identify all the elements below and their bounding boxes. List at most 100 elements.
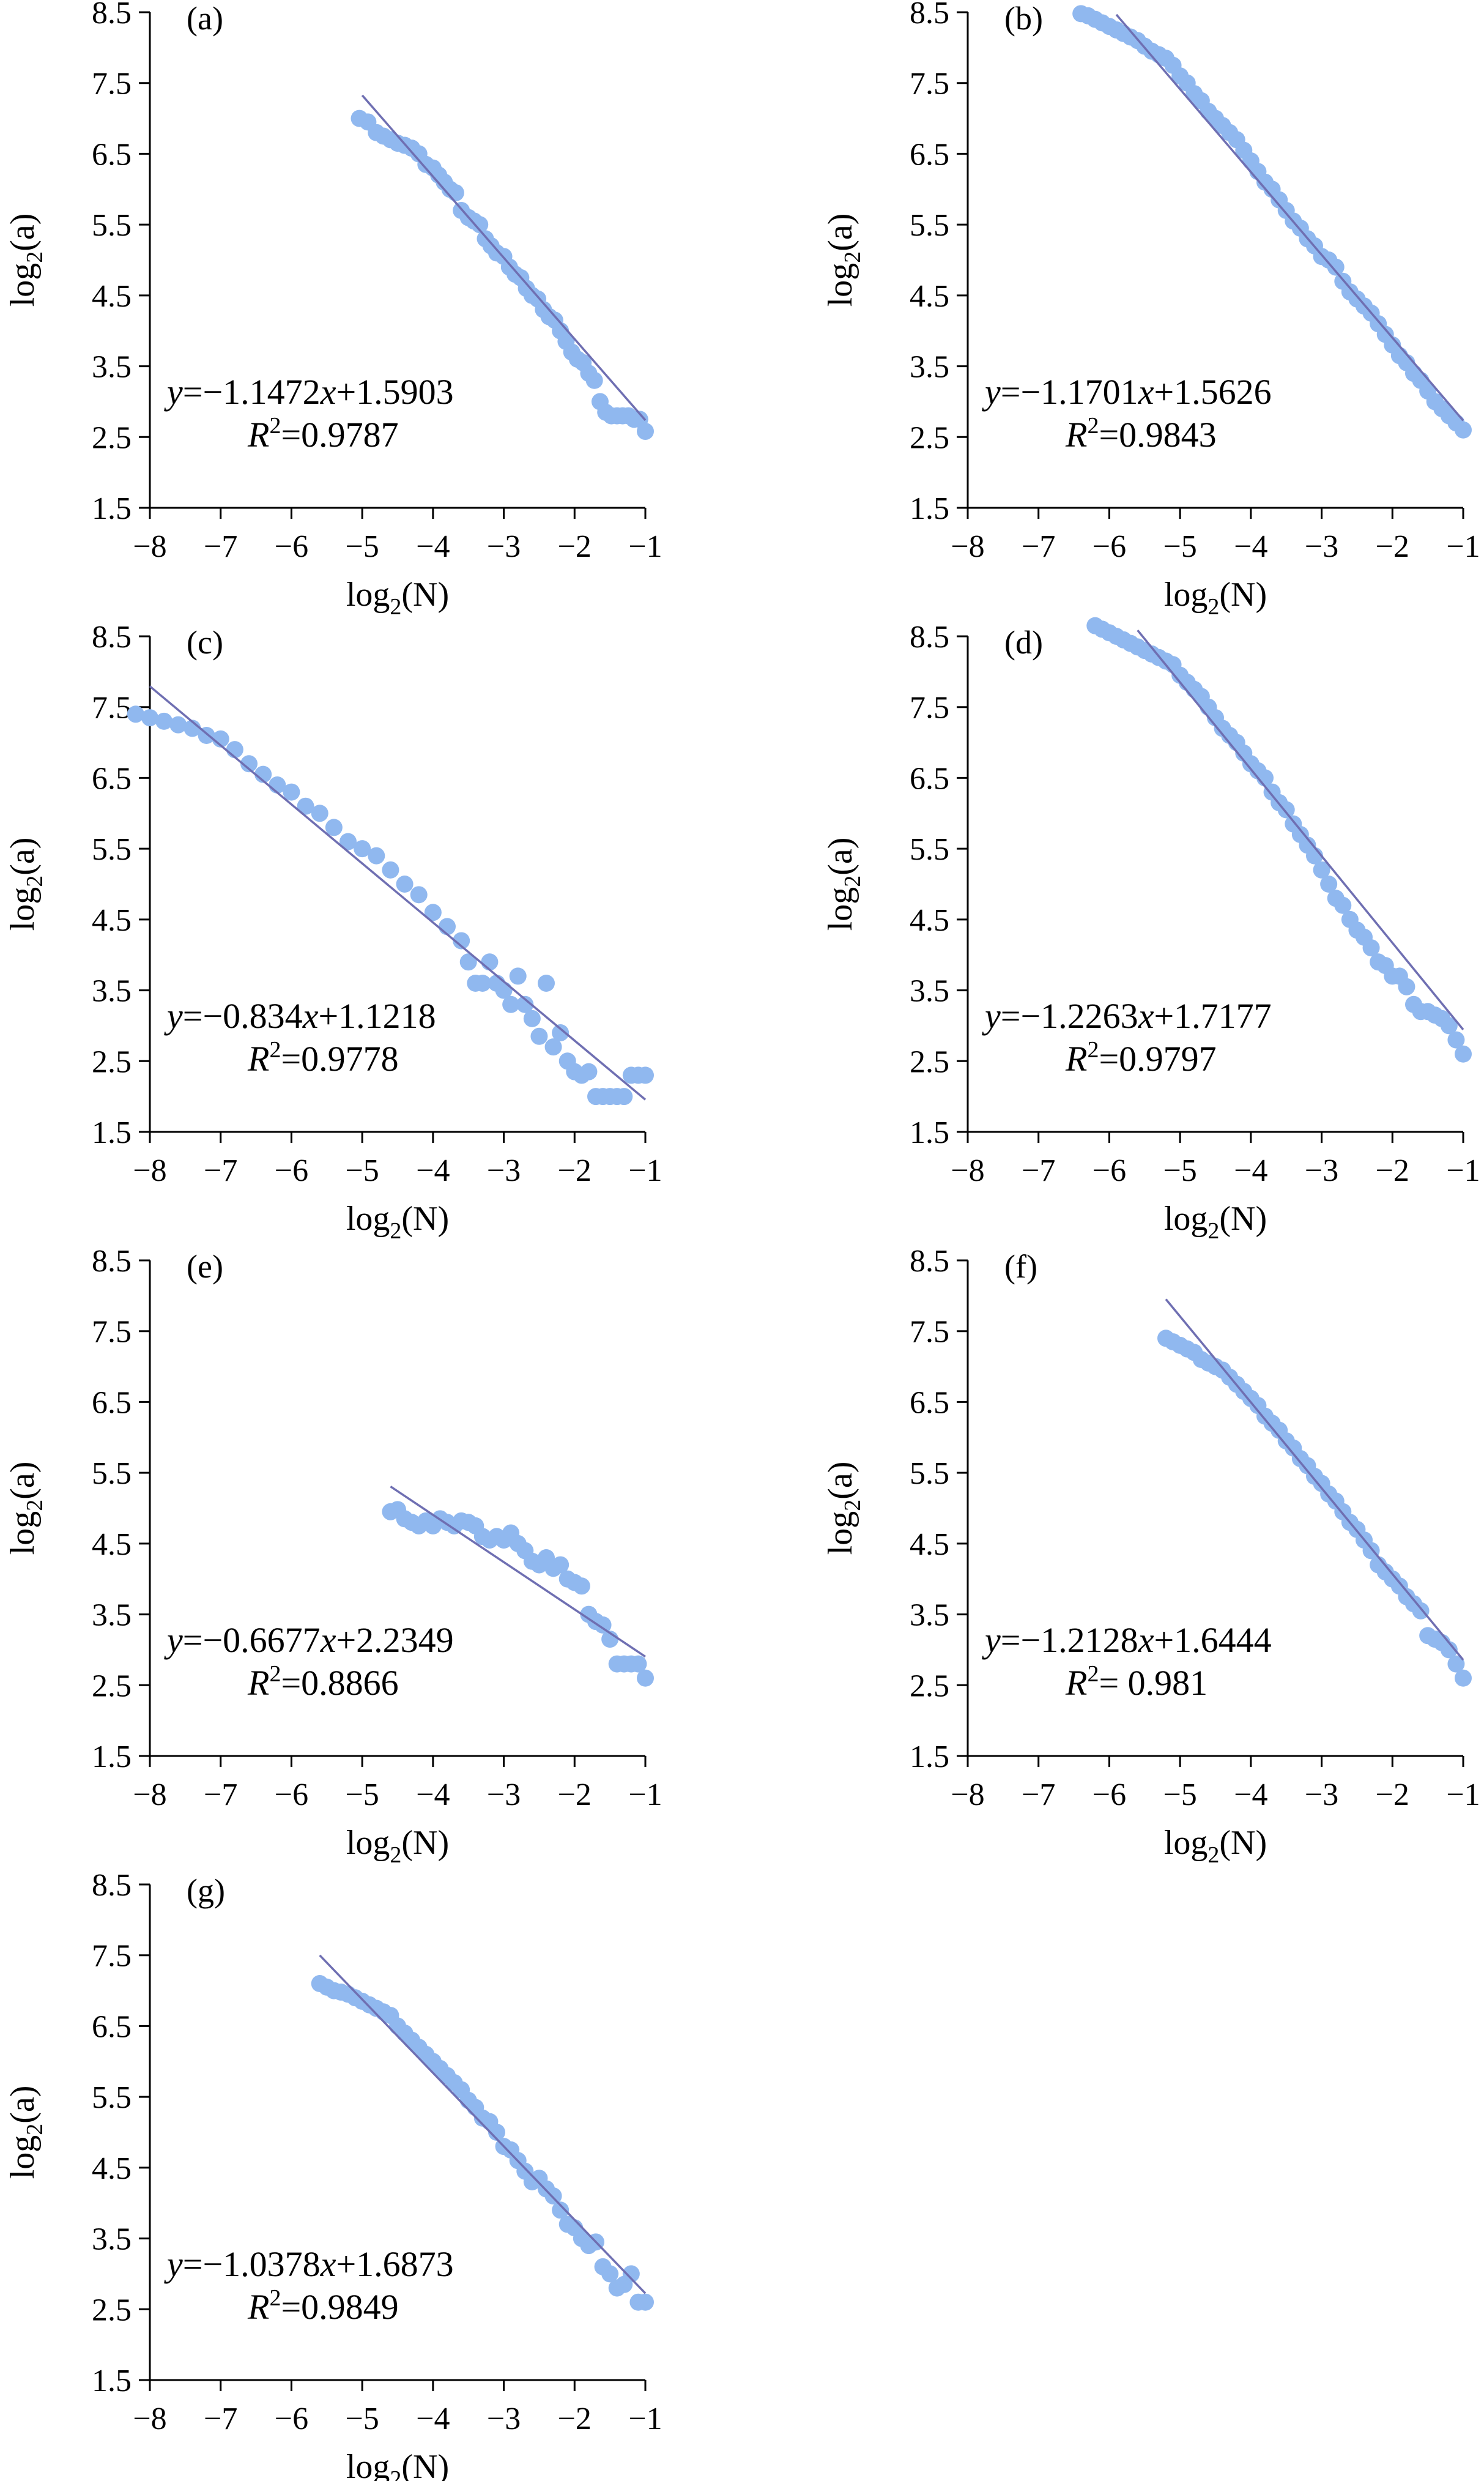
data-point <box>410 886 428 904</box>
x-axis-title: log2(N) <box>1164 576 1267 620</box>
y-tick-label: 8.5 <box>92 0 132 31</box>
regression-equation: y=−0.6677x+2.2349 <box>164 1620 454 1660</box>
x-tick-label: −6 <box>275 1777 308 1812</box>
data-point <box>1440 1641 1458 1659</box>
x-tick-label: −2 <box>558 1153 592 1188</box>
regression-equation: y=−0.834x+1.1218 <box>164 996 436 1036</box>
x-tick-label: −4 <box>1234 529 1267 564</box>
x-tick-label: −8 <box>133 529 166 564</box>
y-tick-label: 4.5 <box>92 2151 132 2186</box>
y-tick-label: 1.5 <box>92 1739 132 1774</box>
y-tick-label: 2.5 <box>92 1044 132 1079</box>
y-tick-label: 4.5 <box>92 1527 132 1562</box>
data-point <box>1455 1045 1472 1063</box>
trendline <box>1165 1298 1464 1661</box>
y-tick-label: 6.5 <box>92 1385 132 1420</box>
x-tick-label: −8 <box>133 1777 166 1812</box>
x-tick-label: −8 <box>951 1777 984 1812</box>
x-tick-label: −6 <box>275 2401 308 2436</box>
data-point <box>622 2265 640 2283</box>
data-point <box>1455 421 1472 439</box>
data-point <box>453 932 470 950</box>
trendline <box>319 1954 647 2294</box>
chart-panel-f: 1.5 2.5 3.5 4.5 5.5 6.5 7.5 8.5 −8 −7 −6 −5 −4 −3 −2 −1… <box>822 1244 1480 1868</box>
data-point <box>127 705 144 723</box>
data-point <box>283 783 300 801</box>
chart-panel-c: 1.5 2.5 3.5 4.5 5.5 6.5 7.5 8.5 −8 −7 −6 −5 −4 −3 −2 −1… <box>4 620 662 1244</box>
trendline <box>390 1486 646 1658</box>
data-point <box>629 1655 647 1673</box>
x-tick-label: −6 <box>1093 1153 1126 1188</box>
y-tick-label: 2.5 <box>910 1044 949 1079</box>
y-tick-label: 1.5 <box>92 1115 132 1150</box>
x-tick-label: −2 <box>1376 1777 1409 1812</box>
data-point <box>1277 801 1295 819</box>
x-tick-label: −1 <box>628 2401 662 2436</box>
y-tick-label: 6.5 <box>92 2009 132 2044</box>
data-point <box>459 953 477 971</box>
x-tick-label: −7 <box>1022 1153 1055 1188</box>
data-point <box>544 2187 562 2205</box>
data-point <box>447 184 464 202</box>
x-tick-label: −8 <box>951 529 984 564</box>
x-tick-label: −4 <box>416 1777 450 1812</box>
r-squared: R2=0.9849 <box>247 2285 399 2327</box>
y-tick-label: 8.5 <box>92 1244 132 1279</box>
data-point <box>573 1577 590 1595</box>
data-point <box>488 2124 505 2141</box>
x-tick-label: −8 <box>133 1153 166 1188</box>
y-tick-label: 3.5 <box>92 2222 132 2257</box>
data-point <box>585 371 603 389</box>
x-tick-label: −4 <box>416 2401 450 2436</box>
y-tick-label: 5.5 <box>910 832 949 867</box>
data-point <box>1447 1655 1465 1673</box>
r-squared: R2=0.9778 <box>247 1037 399 1079</box>
y-tick-label: 4.5 <box>910 903 949 938</box>
y-tick-label: 5.5 <box>92 832 132 867</box>
data-point <box>155 712 173 730</box>
data-point <box>523 1010 541 1027</box>
y-tick-label: 6.5 <box>910 137 949 172</box>
x-tick-label: −3 <box>487 2401 521 2436</box>
trendline <box>1137 630 1464 1031</box>
x-tick-label: −1 <box>628 1153 662 1188</box>
data-point <box>552 2201 569 2219</box>
data-point <box>637 2293 654 2311</box>
r-squared: R2= 0.981 <box>1065 1661 1208 1703</box>
y-tick-label: 7.5 <box>92 1315 132 1350</box>
x-tick-label: −3 <box>487 1777 521 1812</box>
y-axis-title: log2(a) <box>822 214 866 307</box>
y-tick-label: 2.5 <box>92 2293 132 2327</box>
y-axis-title: log2(a) <box>822 838 866 931</box>
data-point <box>594 1616 612 1634</box>
x-tick-label: −2 <box>558 529 592 564</box>
y-tick-label: 5.5 <box>910 208 949 243</box>
y-tick-label: 8.5 <box>910 1244 949 1279</box>
y-tick-label: 7.5 <box>910 67 949 102</box>
data-point <box>339 833 357 850</box>
x-tick-label: −1 <box>1446 1777 1480 1812</box>
x-tick-label: −7 <box>204 1153 237 1188</box>
trendline <box>361 94 647 421</box>
r-squared: R2=0.8866 <box>247 1661 399 1703</box>
x-axis-title: log2(N) <box>1164 1824 1267 1868</box>
data-point <box>601 2265 619 2283</box>
r-squared: R2=0.9797 <box>1065 1037 1217 1079</box>
x-tick-label: −2 <box>558 2401 592 2436</box>
panel-label: (g) <box>187 1872 225 1909</box>
data-point <box>552 1024 569 1041</box>
x-axis-title: log2(N) <box>346 1824 449 1868</box>
x-tick-label: −4 <box>1234 1153 1267 1188</box>
x-tick-label: −2 <box>558 1777 592 1812</box>
chart-panel-b: 1.5 2.5 3.5 4.5 5.5 6.5 7.5 8.5 −8 −7 −6 −5 −4 −3 −2 −1… <box>822 0 1480 620</box>
y-tick-label: 4.5 <box>92 279 132 314</box>
y-tick-label: 1.5 <box>910 491 949 526</box>
x-tick-label: −8 <box>133 2401 166 2436</box>
x-tick-label: −7 <box>1022 529 1055 564</box>
x-tick-label: −1 <box>628 1777 662 1812</box>
data-point <box>509 967 527 985</box>
x-tick-label: −2 <box>1376 1153 1409 1188</box>
trendline <box>1115 13 1464 422</box>
data-point <box>354 840 371 858</box>
